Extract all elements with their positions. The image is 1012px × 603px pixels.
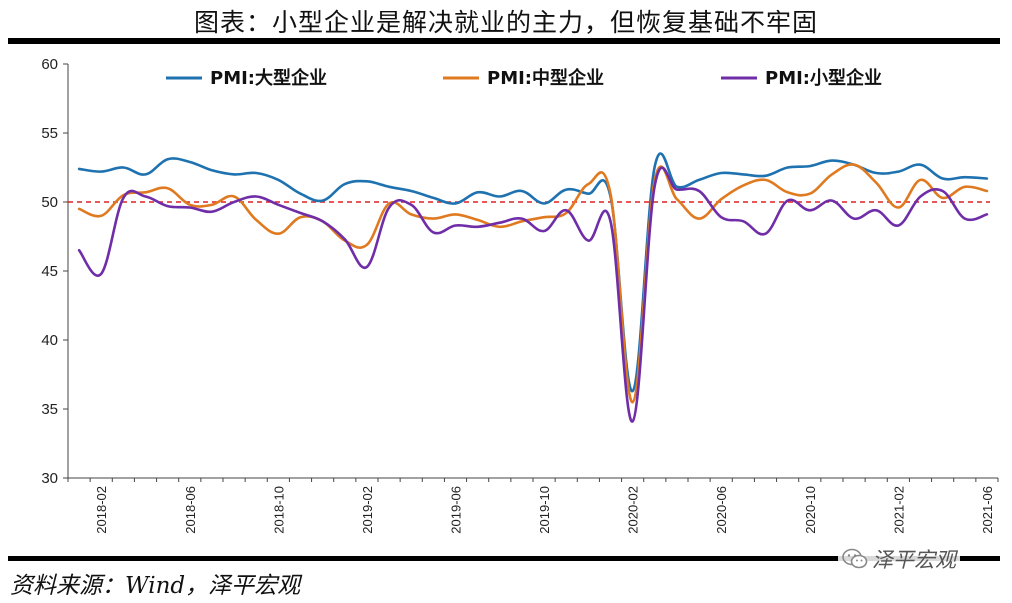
x-tick-label: 2021-02 xyxy=(891,486,906,534)
series-medium-enterprise xyxy=(77,163,989,404)
x-tick-label: 2019-10 xyxy=(537,486,552,534)
legend: PMI:大型企业 PMI:中型企业 PMI:小型企业 xyxy=(166,67,882,89)
legend-label: PMI:中型企业 xyxy=(487,67,604,89)
x-tick-label: 2019-02 xyxy=(360,486,375,534)
series-group xyxy=(77,152,989,423)
footer-divider xyxy=(8,556,1000,561)
wechat-icon xyxy=(842,548,868,569)
line-chart: 30 35 40 45 50 55 60 2018-02 2018-06 2018-10 2019… xyxy=(41,56,999,534)
x-axis: 2018-02 2018-06 2018-10 2019-02 2019-06 2019-… xyxy=(67,477,999,534)
series-large-enterprise xyxy=(77,152,989,393)
x-tick-label: 2021-06 xyxy=(980,486,995,534)
y-axis: 30 35 40 45 50 55 60 xyxy=(41,56,69,487)
series-small-enterprise xyxy=(77,166,989,423)
legend-item-small: PMI:小型企业 xyxy=(721,67,882,89)
y-tick-label: 35 xyxy=(41,401,58,418)
source-note: 资料来源：Wind，泽平宏观 xyxy=(10,573,301,599)
chart-title: 图表：小型企业是解决就业的主力，但恢复基础不牢固 xyxy=(193,8,818,37)
x-tick-label: 2019-06 xyxy=(449,486,464,534)
x-tick-label: 2020-02 xyxy=(626,486,641,534)
y-tick-label: 40 xyxy=(41,332,58,349)
title-divider xyxy=(8,38,1000,44)
y-tick-label: 45 xyxy=(41,263,58,280)
legend-label: PMI:大型企业 xyxy=(210,67,327,89)
watermark: 泽平宏观 xyxy=(838,546,960,572)
legend-item-medium: PMI:中型企业 xyxy=(443,67,604,89)
x-tick-label: 2020-10 xyxy=(803,486,818,534)
x-tick-label: 2020-06 xyxy=(714,486,729,534)
watermark-text: 泽平宏观 xyxy=(872,548,956,572)
x-tick-label: 2018-06 xyxy=(183,486,198,534)
legend-item-large: PMI:大型企业 xyxy=(166,67,327,89)
y-tick-label: 50 xyxy=(41,194,58,211)
x-tick-label: 2018-02 xyxy=(94,486,109,534)
x-tick-label: 2018-10 xyxy=(271,486,286,534)
y-tick-label: 55 xyxy=(41,125,58,142)
y-tick-label: 60 xyxy=(41,56,58,73)
legend-label: PMI:小型企业 xyxy=(765,67,882,89)
y-tick-label: 30 xyxy=(41,470,58,487)
